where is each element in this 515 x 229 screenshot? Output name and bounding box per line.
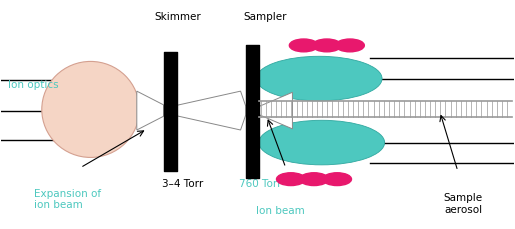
Ellipse shape: [256, 57, 382, 101]
Circle shape: [323, 173, 352, 186]
Circle shape: [313, 40, 341, 53]
Circle shape: [289, 40, 318, 53]
Ellipse shape: [259, 121, 385, 165]
Polygon shape: [259, 93, 293, 129]
Circle shape: [300, 173, 329, 186]
Polygon shape: [137, 92, 163, 131]
Text: Skimmer: Skimmer: [154, 12, 201, 22]
Text: 760 Torr: 760 Torr: [239, 178, 281, 188]
Circle shape: [277, 173, 305, 186]
Polygon shape: [177, 92, 246, 131]
Text: Ion beam: Ion beam: [256, 205, 305, 215]
Text: 3–4 Torr: 3–4 Torr: [162, 178, 203, 188]
Text: Ion optics: Ion optics: [8, 80, 59, 90]
Ellipse shape: [42, 62, 140, 158]
Text: Sampler: Sampler: [244, 12, 287, 22]
Text: Sample
aerosol: Sample aerosol: [443, 193, 483, 214]
Text: Expansion of
ion beam: Expansion of ion beam: [34, 188, 101, 210]
Circle shape: [336, 40, 364, 53]
